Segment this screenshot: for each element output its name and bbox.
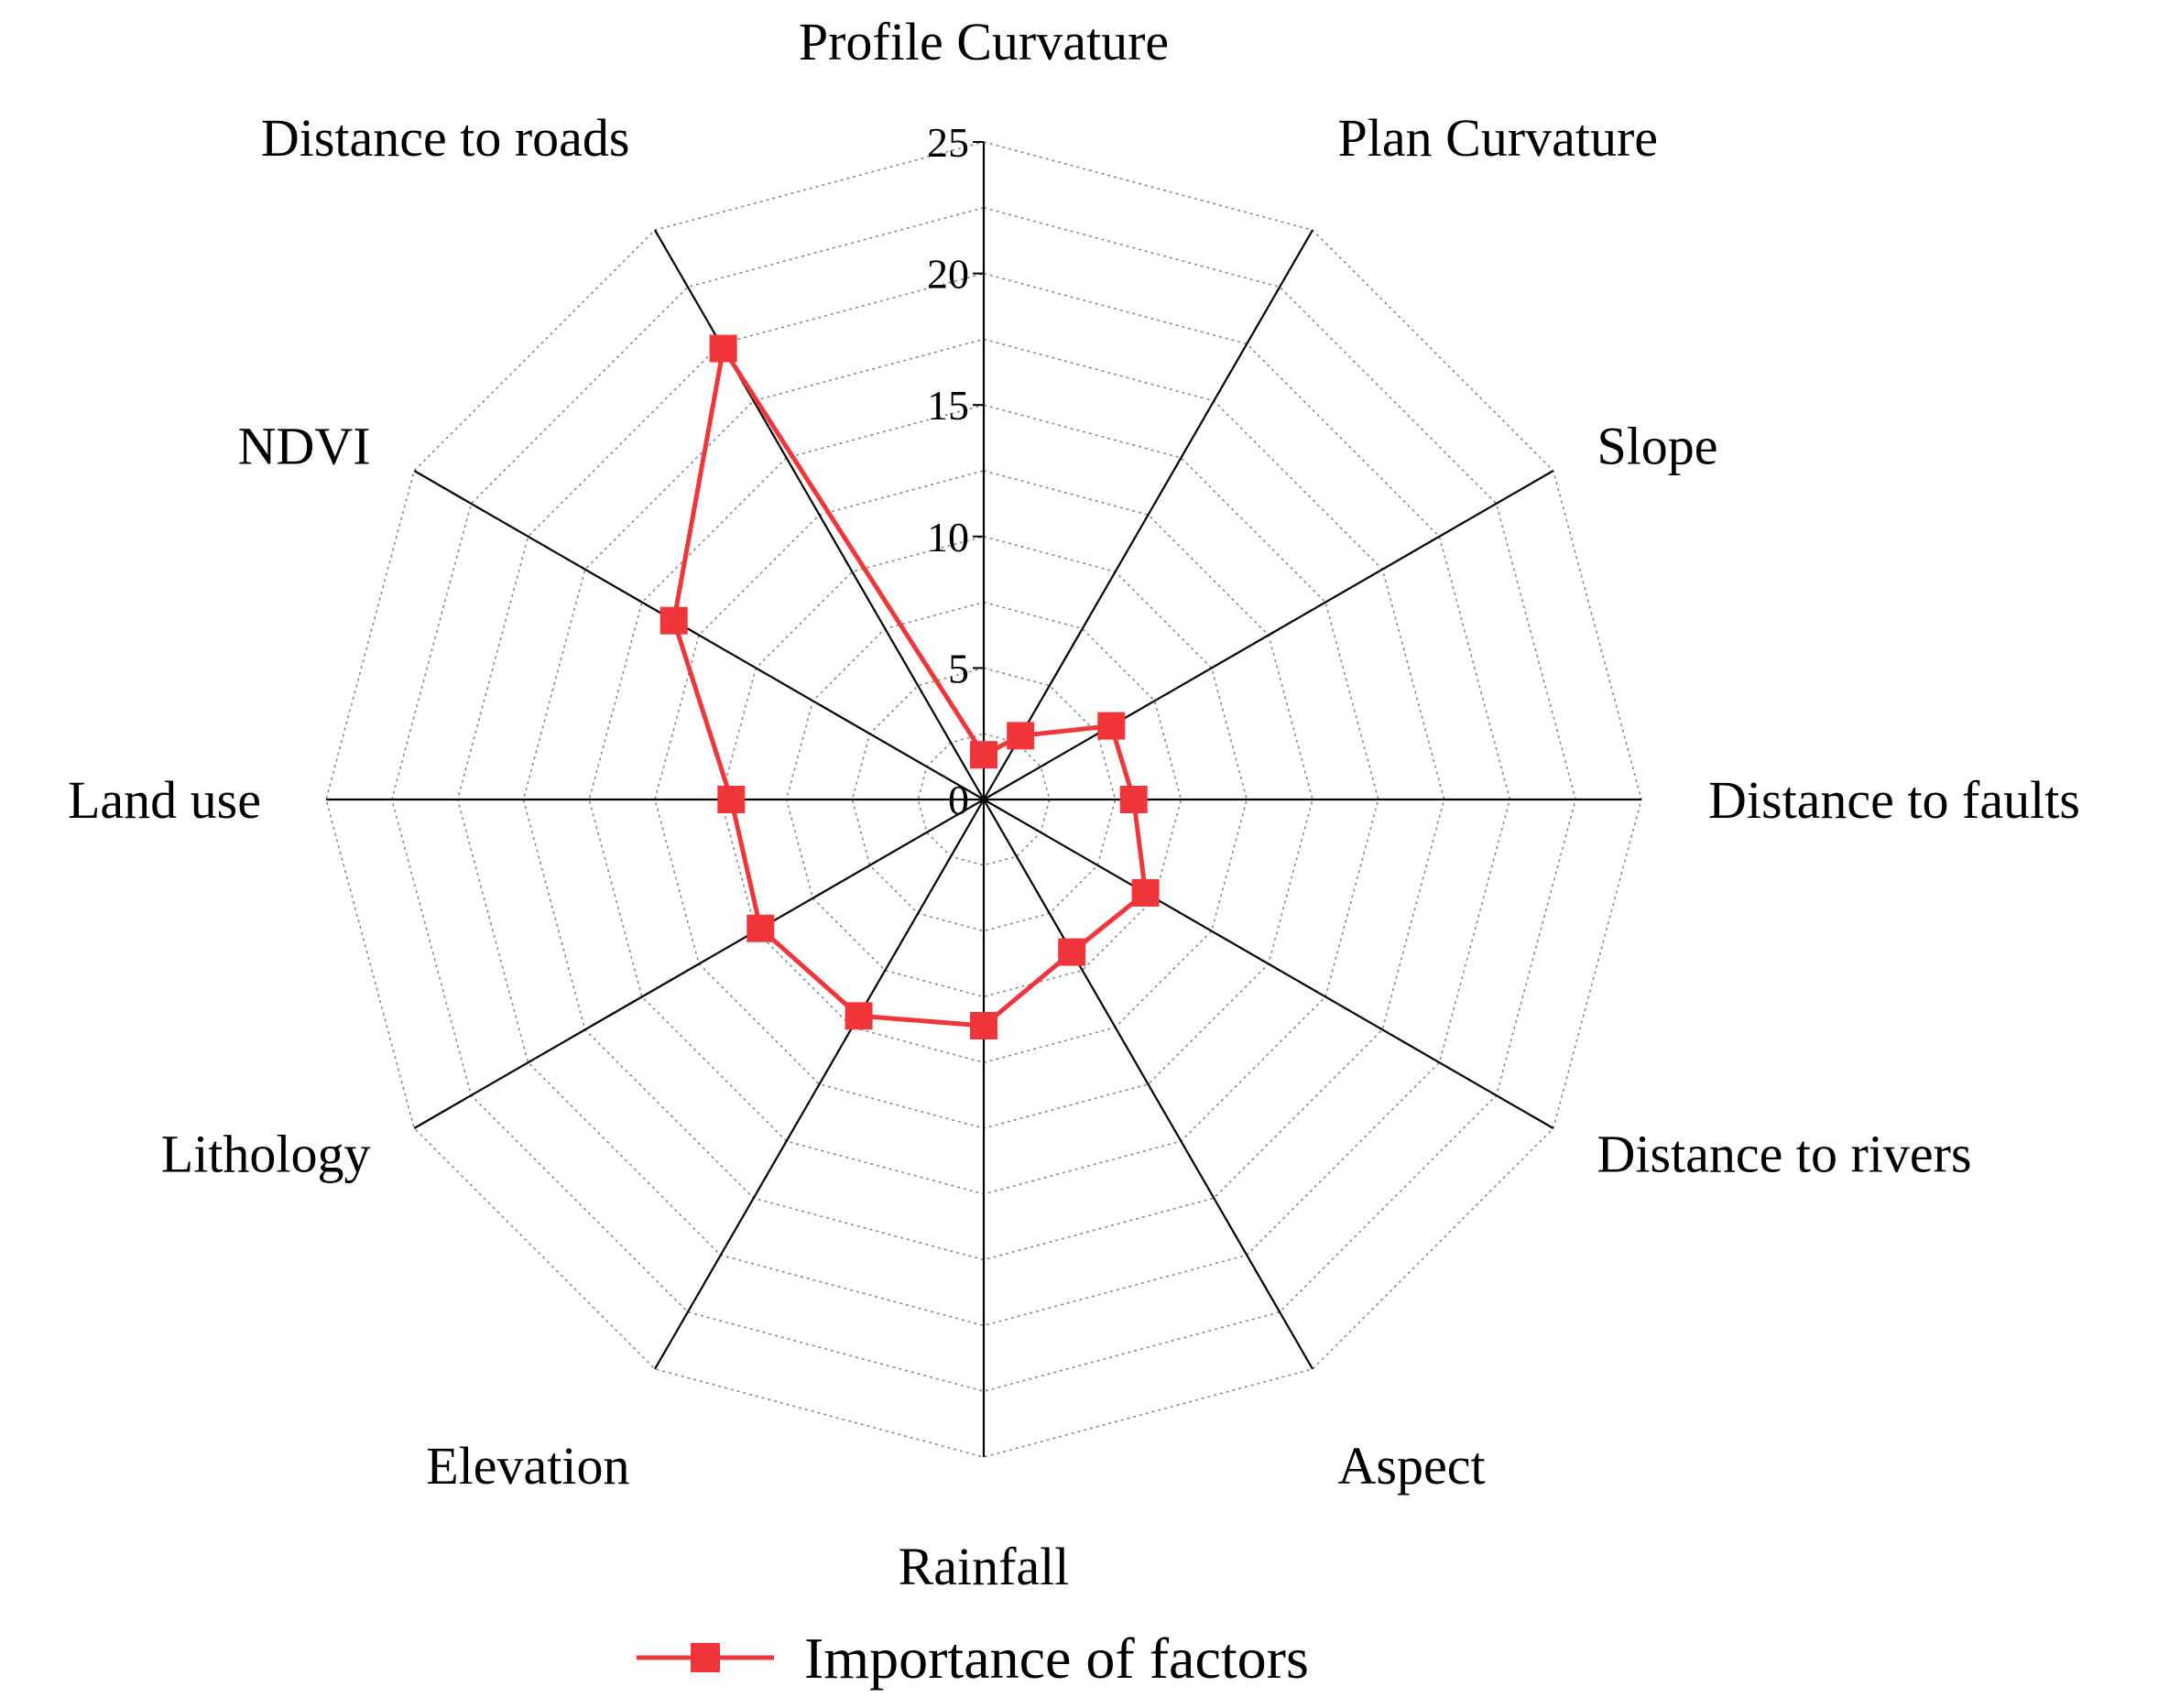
category-label-aspect: Aspect [1338,1436,1486,1496]
axis-spoke [654,229,985,800]
data-point-profile-curvature [970,741,997,769]
data-point-lithology [747,914,775,942]
legend-label: Importance of factors [804,1626,1309,1691]
axis-spoke [983,799,1554,1129]
data-point-ndvi [659,606,688,635]
category-label-distance-to-rivers: Distance to rivers [1597,1125,1971,1184]
category-label-elevation: Elevation [426,1436,629,1496]
category-label-distance-to-faults: Distance to faults [1708,770,2080,830]
radial-tick-label: 5 [948,645,969,691]
category-label-profile-curvature: Profile Curvature [799,12,1169,71]
series-layer [659,334,1160,1039]
tick-layer: 0 5 10 15 20 25 [927,119,984,823]
category-label-rainfall: Rainfall [899,1537,1070,1596]
data-point-elevation [845,1002,873,1030]
data-point-land-use [717,786,746,813]
series-line [671,346,1149,1028]
data-point-slope [1097,712,1126,740]
axis-layer [326,142,1641,1457]
legend-marker-swatch [691,1643,720,1672]
category-label-land-use: Land use [68,770,261,830]
category-label-plan-curvature: Plan Curvature [1338,108,1659,168]
data-point-distance-to-faults [1119,786,1148,813]
data-point-distance-to-rivers [1131,878,1160,907]
category-label-distance-to-roads: Distance to roads [261,108,630,168]
axis-spoke [413,799,985,1129]
category-labels: Profile Curvature Plan Curvature Slope Dist… [68,12,2080,1596]
radial-tick-label: 10 [927,514,969,560]
data-point-plan-curvature [1007,722,1035,750]
axis-spoke [413,470,985,800]
radial-tick-label: 25 [927,119,969,166]
axis-spoke [983,229,1313,800]
axis-spoke [654,799,985,1370]
category-label-ndvi: NDVI [238,417,371,476]
data-point-aspect [1058,938,1086,966]
radial-tick-label: 0 [948,777,969,823]
radial-tick-label: 20 [927,251,969,298]
legend: Importance of factors [637,1626,1309,1691]
axis-spoke [983,470,1554,800]
axis-spoke [983,799,1313,1370]
radial-tick-label: 15 [927,382,969,429]
data-point-rainfall [970,1011,997,1039]
data-point-distance-to-roads [709,334,737,363]
category-label-lithology: Lithology [161,1125,371,1184]
category-label-slope: Slope [1597,417,1717,476]
